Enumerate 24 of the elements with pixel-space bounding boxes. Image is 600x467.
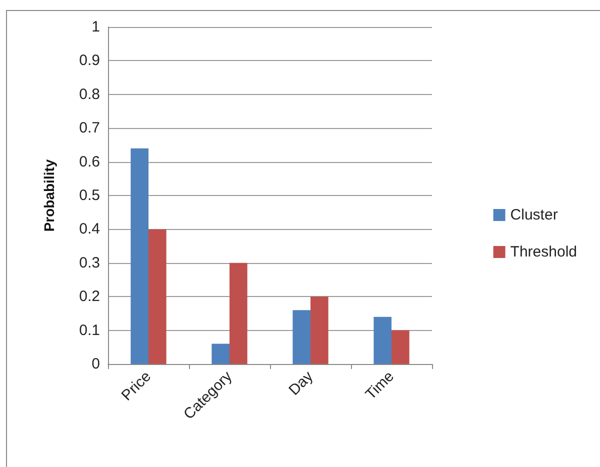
bar	[374, 316, 392, 364]
y-tick-label: 0.7	[79, 120, 100, 137]
y-tick-label: 0.5	[79, 187, 100, 204]
bar	[212, 344, 230, 364]
bar	[292, 310, 310, 364]
legend-label: Threshold	[510, 244, 577, 260]
x-tick-label: Time	[362, 368, 398, 404]
bar	[310, 296, 328, 364]
y-axis-title: Probability	[41, 159, 57, 232]
bar	[230, 262, 248, 364]
bar	[392, 330, 410, 364]
bar	[148, 229, 166, 364]
y-tick-label: 0.2	[79, 288, 100, 306]
y-tick-label: 0.4	[79, 220, 100, 238]
legend-label: Cluster	[510, 206, 558, 224]
y-tick-label: 0.9	[79, 52, 100, 70]
y-tick-label: 1	[92, 18, 100, 36]
y-tick-label: 0.3	[79, 254, 100, 272]
y-tick-label: 0	[92, 356, 100, 372]
bar	[130, 148, 148, 364]
y-tick-label: 0.1	[79, 322, 100, 339]
y-tick-label: 0.8	[79, 86, 100, 103]
x-tick-label: Day	[286, 368, 317, 399]
y-tick-label: 0.6	[79, 153, 100, 170]
